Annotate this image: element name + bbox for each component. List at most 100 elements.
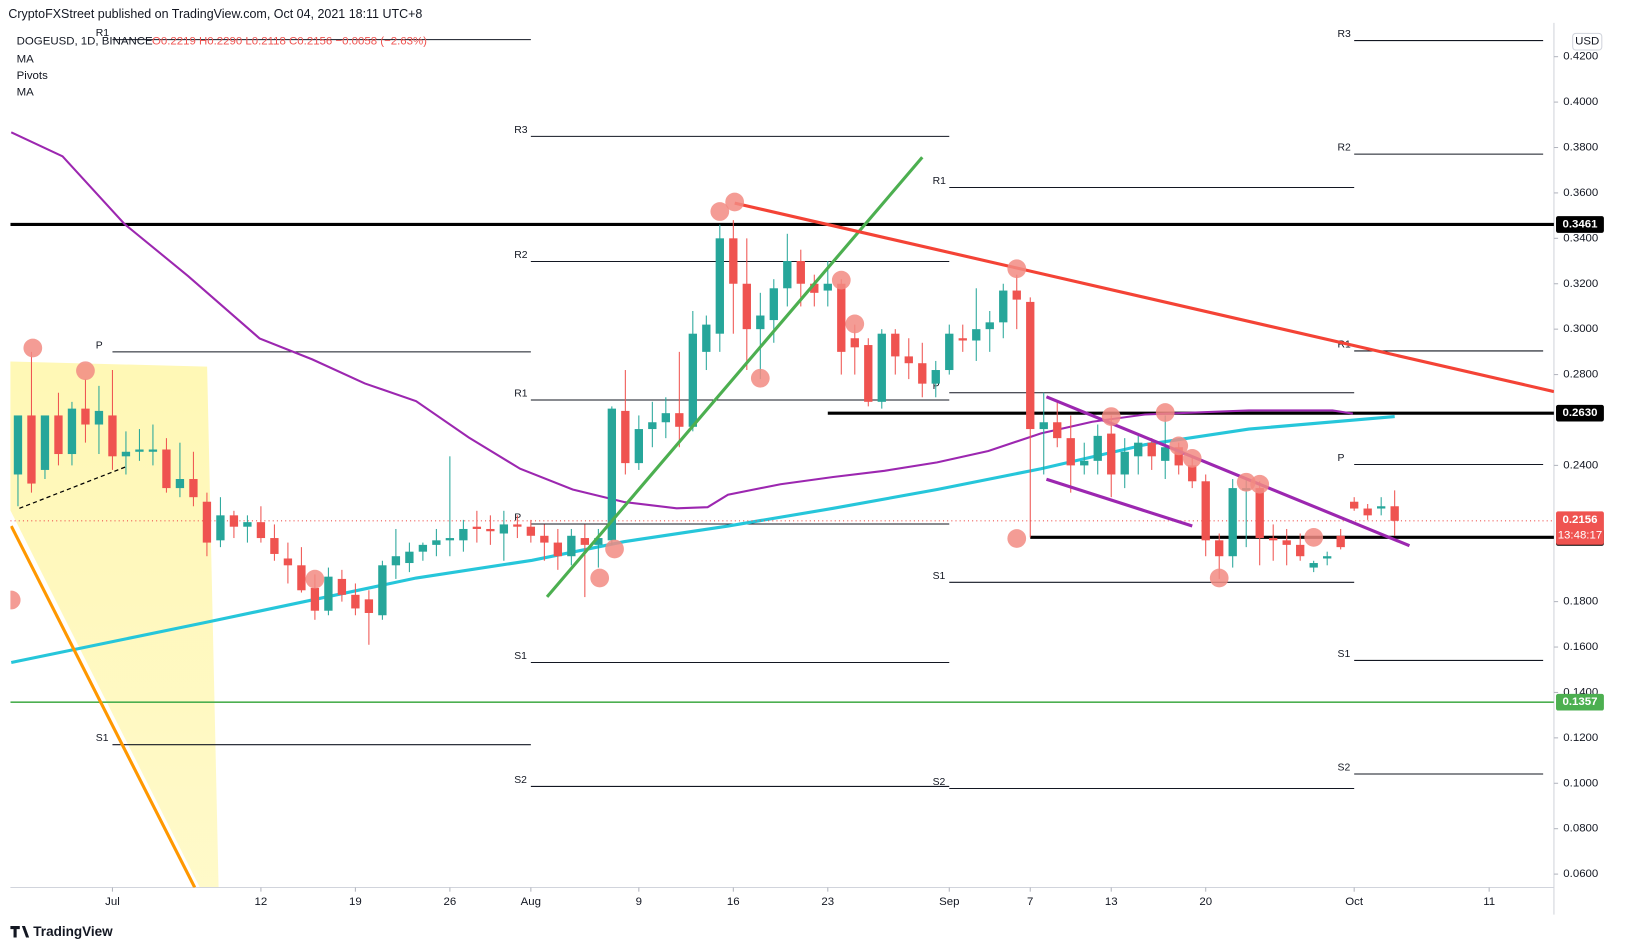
candle-body bbox=[1080, 460, 1089, 466]
pivot-label: R3 bbox=[514, 125, 528, 136]
candle-body bbox=[1336, 535, 1345, 548]
candle-body bbox=[553, 542, 563, 557]
axes: 0.4200 0.4000 0.3800 0.3600 0.3400 0.3200 0.30… bbox=[105, 51, 1604, 908]
x-tick-label: 16 bbox=[727, 896, 740, 908]
touch-marker bbox=[1182, 448, 1202, 468]
candle-body bbox=[918, 363, 927, 384]
candle-body bbox=[999, 290, 1008, 323]
candle-body bbox=[1215, 540, 1224, 557]
footer-brand: TradingView bbox=[33, 924, 113, 939]
candle-body bbox=[823, 283, 832, 291]
level-label-box bbox=[1556, 216, 1604, 233]
candle-body bbox=[891, 333, 900, 357]
y-tick-label: 0.4000 bbox=[1563, 96, 1598, 108]
touch-marker bbox=[710, 202, 730, 221]
x-tick-label: 20 bbox=[1199, 896, 1212, 908]
candle-body bbox=[270, 538, 279, 554]
candle-body bbox=[243, 522, 252, 527]
candle-body bbox=[810, 283, 819, 293]
candle-body bbox=[1350, 501, 1359, 509]
candle-body bbox=[1012, 290, 1021, 300]
candle-body bbox=[513, 524, 522, 527]
candle-body bbox=[1269, 538, 1278, 541]
touch-marker bbox=[725, 192, 745, 212]
candle-body bbox=[769, 288, 778, 321]
candle-body bbox=[729, 238, 738, 284]
pivot-label: R1 bbox=[933, 176, 947, 187]
candle-body bbox=[1282, 540, 1291, 545]
candle-body bbox=[648, 422, 657, 430]
level-label-box bbox=[1556, 404, 1604, 422]
candle-body bbox=[189, 479, 198, 498]
pivot-label: S2 bbox=[933, 777, 946, 788]
y-tick-label: 0.3000 bbox=[1563, 323, 1598, 335]
candle-body bbox=[715, 238, 724, 334]
candle-body bbox=[1161, 447, 1170, 461]
y-tick-label: 0.2800 bbox=[1563, 369, 1598, 381]
countdown-label: 13:48:17 bbox=[1558, 529, 1603, 541]
candle-body bbox=[135, 449, 144, 452]
touch-marker bbox=[831, 270, 851, 290]
touch-marker bbox=[305, 569, 325, 589]
candle-body bbox=[850, 338, 859, 348]
x-tick-label: 13 bbox=[1105, 896, 1118, 908]
touch-marker bbox=[1304, 527, 1324, 547]
candle-body bbox=[486, 528, 495, 532]
candle-body bbox=[1309, 563, 1318, 568]
last-price-label: 0.2156 bbox=[1562, 514, 1597, 526]
last-price-box bbox=[1556, 511, 1604, 545]
candle-body bbox=[391, 556, 401, 566]
candle-body bbox=[337, 578, 347, 595]
touch-marker bbox=[605, 539, 624, 559]
pivot-label: R1 bbox=[96, 28, 110, 39]
indicator-label: MA bbox=[17, 87, 35, 99]
candle-body bbox=[378, 565, 387, 616]
candle-body bbox=[1255, 488, 1264, 539]
candle-body bbox=[540, 535, 549, 543]
candle-body bbox=[40, 415, 50, 470]
candle-body bbox=[621, 410, 630, 464]
level-label: 0.1357 bbox=[1562, 696, 1597, 708]
pivot-label: P bbox=[1338, 453, 1345, 464]
x-tick-label: Oct bbox=[1345, 896, 1364, 908]
y-tick-label: 0.2400 bbox=[1563, 459, 1598, 471]
x-tick-label: 26 bbox=[444, 896, 457, 908]
currency-label[interactable]: USD bbox=[1575, 36, 1599, 48]
level-label: 0.2630 bbox=[1562, 407, 1597, 419]
candle-body bbox=[634, 429, 643, 464]
candle-body bbox=[796, 261, 805, 284]
pivot-label: R1 bbox=[514, 388, 528, 399]
candle-body bbox=[27, 415, 36, 484]
pivot-label: R1 bbox=[1338, 339, 1352, 350]
candle-body bbox=[958, 338, 967, 341]
candle-body bbox=[985, 322, 994, 330]
y-tick-label: 0.3600 bbox=[1563, 187, 1598, 199]
touch-marker bbox=[1169, 436, 1189, 456]
candle-body bbox=[1053, 422, 1062, 439]
candle-body bbox=[67, 408, 77, 455]
level-label-box bbox=[1556, 693, 1604, 711]
pivot-label: S2 bbox=[1338, 762, 1351, 773]
y-tick-label: 0.3400 bbox=[1563, 232, 1598, 244]
touch-marker bbox=[845, 314, 865, 334]
touch-marker bbox=[1007, 529, 1027, 548]
currency-box[interactable] bbox=[1572, 32, 1603, 51]
candle-body bbox=[864, 345, 873, 402]
candle-body bbox=[594, 538, 603, 545]
pivot-label: P bbox=[96, 340, 103, 351]
candle-body bbox=[661, 413, 670, 423]
touch-marker bbox=[750, 368, 770, 388]
candle-body bbox=[418, 544, 428, 552]
touch-marker bbox=[76, 361, 95, 381]
highlight-zone bbox=[10, 361, 219, 888]
touch-marker bbox=[1101, 407, 1121, 426]
candle-body bbox=[499, 524, 509, 534]
candle-body bbox=[526, 526, 536, 536]
candle-body bbox=[445, 538, 455, 541]
candle-body bbox=[81, 408, 90, 425]
x-tick-label: 23 bbox=[821, 896, 834, 908]
candle-body bbox=[1107, 433, 1116, 475]
candle-body bbox=[783, 261, 792, 289]
candle-body bbox=[1120, 451, 1129, 475]
